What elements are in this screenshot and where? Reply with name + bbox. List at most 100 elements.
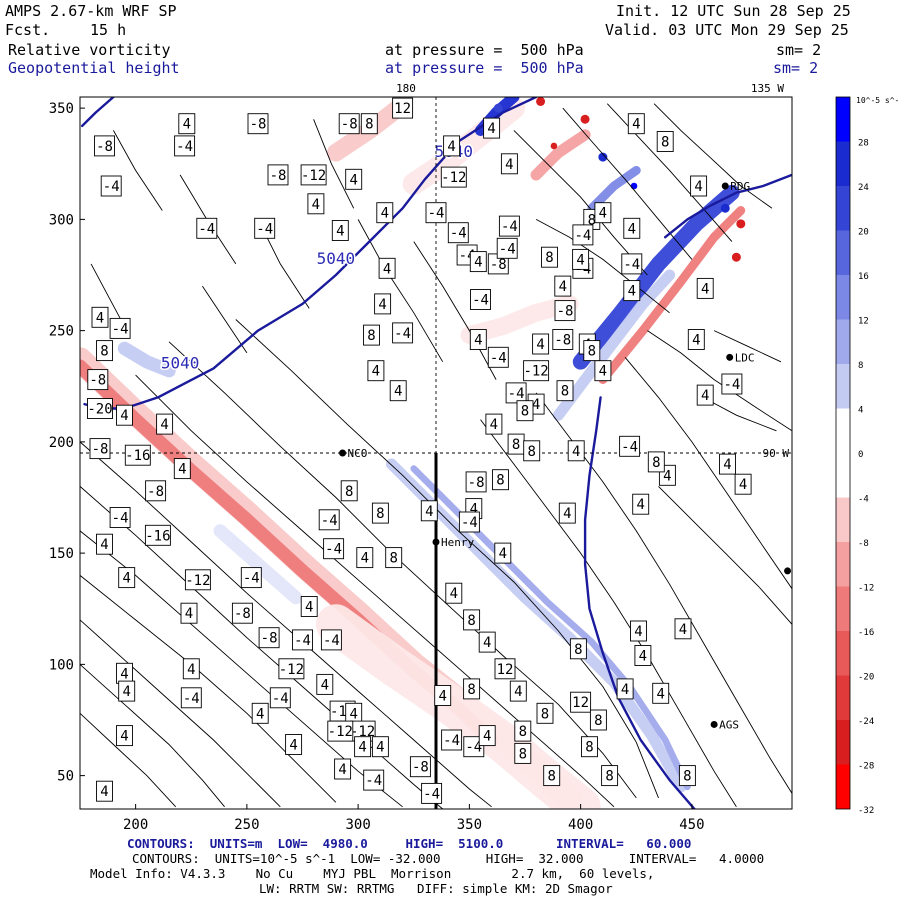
contour-label: 4 <box>696 384 714 406</box>
contour-label: 4 <box>180 602 198 624</box>
contour-label: 4 <box>371 736 389 758</box>
contour-label-text: -12 <box>350 724 375 740</box>
contour-label-box <box>554 300 576 322</box>
contour-label-text: 4 <box>349 172 357 188</box>
contour-label-box <box>572 248 590 270</box>
x-tick-label: 250 <box>234 817 259 833</box>
contour-label-text: 8 <box>512 437 520 453</box>
vorticity-contour-info: CONTOURS: UNITS=10^-5 s^-1 LOW= -32.000 … <box>132 852 764 866</box>
contour-label: 4 <box>334 758 352 780</box>
contour-label-text: 4 <box>289 738 297 754</box>
contour-label-box <box>523 440 541 462</box>
contour-label-text: 4 <box>701 281 709 297</box>
vorticity-band <box>572 184 740 370</box>
contour-label: -4 <box>109 507 131 528</box>
contour-label-box <box>478 725 496 747</box>
contour-label-text: 4 <box>514 684 522 700</box>
contour-label-box <box>374 293 392 315</box>
field2-smoothing: sm= 2 <box>773 59 819 77</box>
contour-label-text: 4 <box>321 677 329 693</box>
vorticity-blob <box>550 142 558 150</box>
contour-label: -4 <box>505 382 527 404</box>
vorticity-blob <box>580 114 590 124</box>
vorticity-contour-line <box>80 664 225 808</box>
colorbar-cell <box>836 675 850 720</box>
contour-label-box <box>118 567 136 589</box>
x-tick-label: 450 <box>679 817 704 833</box>
vorticity-contour-line <box>113 130 163 211</box>
vorticity-contour-line <box>647 330 792 432</box>
colorbar-tick-label: -8 <box>858 539 869 549</box>
contour-label: 4 <box>356 547 374 569</box>
contour-label-box <box>569 638 587 660</box>
contour-label-box <box>109 507 131 528</box>
contour-label-box <box>463 678 481 700</box>
contour-label-text: 4 <box>656 686 664 702</box>
colorbar-cell <box>836 720 850 765</box>
contour-label-text: -8 <box>261 631 278 647</box>
contour-label: 8 <box>514 720 532 742</box>
contour-label-text: 4 <box>532 397 540 413</box>
contour-label-text: 8 <box>519 746 527 762</box>
contour-label-box <box>532 333 550 355</box>
contour-label: 8 <box>678 765 696 787</box>
geopotential-contour <box>85 811 292 813</box>
contour-label-text: -4 <box>461 515 478 531</box>
contour-label-box <box>96 533 113 555</box>
contour-label-text: 12 <box>394 101 411 117</box>
contour-label-text: 4 <box>178 462 186 478</box>
contour-label-text: 4 <box>160 417 168 433</box>
contour-label-text: 8 <box>574 642 582 658</box>
contour-label-box <box>124 444 151 466</box>
field1-pressure: at pressure = 500 hPa <box>385 41 584 59</box>
contour-label-text: -8 <box>147 484 164 500</box>
contour-label-text: 8 <box>545 250 553 266</box>
top-longitude-label: 180 <box>396 82 416 95</box>
contour-label: 4 <box>594 360 612 382</box>
contour-label-text: -4 <box>294 633 311 649</box>
contour-label-text: -8 <box>412 760 429 776</box>
contour-label-box <box>267 164 289 186</box>
contour-label-box <box>307 193 325 215</box>
contour-label-box <box>514 720 532 742</box>
contour-label: 4 <box>96 533 113 555</box>
contour-label-box <box>498 215 520 237</box>
colorbar-tick-label: 0 <box>858 450 863 460</box>
model-info: Model Info: V4.3.3 No Cu MYJ PBL Morriso… <box>90 866 655 881</box>
contour-label-box <box>594 360 612 382</box>
contour-label: 4 <box>483 117 501 139</box>
contour-label: 8 <box>541 246 558 268</box>
contour-label-text: 4 <box>376 740 384 756</box>
contour-label-box <box>463 609 481 631</box>
contour-label: 4 <box>696 277 714 299</box>
contour-label-box <box>278 658 305 680</box>
contour-label-text: 8 <box>661 135 669 151</box>
contour-label: 4 <box>420 500 438 522</box>
contour-label: -12 <box>278 658 305 680</box>
contour-label-box <box>447 222 469 244</box>
contour-label-box <box>492 469 509 491</box>
contour-label-text: 4 <box>305 600 313 616</box>
contour-label: -4 <box>392 322 414 344</box>
geopotential-contour <box>583 396 696 809</box>
contour-label-box <box>392 322 414 344</box>
contour-label: 4 <box>734 473 752 495</box>
contour-label-text: 4 <box>632 117 640 133</box>
contour-label-text: 4 <box>474 255 482 271</box>
contour-label-box <box>340 480 358 502</box>
vorticity-band <box>213 524 303 605</box>
contour-label-box <box>434 685 452 706</box>
contour-label: -8 <box>87 369 109 391</box>
colorbar-tick-label: 28 <box>858 139 869 149</box>
contour-label-text: -12 <box>523 364 548 380</box>
contour-label-text: -4 <box>112 321 129 337</box>
contour-label-box <box>247 113 269 135</box>
contour-label: -8 <box>487 253 509 275</box>
contour-label-box <box>556 380 574 402</box>
contour-label: 4 <box>627 113 645 135</box>
station-marker <box>432 538 440 546</box>
vort-high: HIGH= 32.000 <box>485 851 584 866</box>
vorticity-blob <box>536 97 546 106</box>
contour-label-box <box>509 680 527 702</box>
contour-label: -8 <box>89 438 111 460</box>
